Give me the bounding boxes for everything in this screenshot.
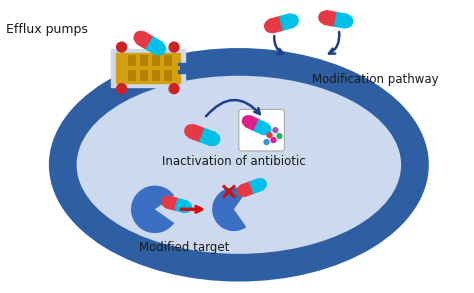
Text: Inactivation of antibiotic: Inactivation of antibiotic (162, 155, 306, 168)
Polygon shape (335, 13, 348, 28)
Circle shape (169, 42, 179, 52)
Ellipse shape (134, 31, 147, 45)
Bar (111, 49, 185, 87)
Wedge shape (212, 188, 246, 231)
Text: Modified target: Modified target (139, 241, 229, 254)
Ellipse shape (242, 115, 254, 127)
Circle shape (271, 138, 276, 142)
Polygon shape (324, 11, 337, 26)
Bar (116, 53, 180, 83)
Bar (178, 63, 218, 73)
Bar (164, 55, 172, 81)
Polygon shape (254, 120, 268, 135)
Ellipse shape (318, 11, 332, 24)
Polygon shape (146, 37, 163, 54)
Ellipse shape (339, 14, 354, 28)
Ellipse shape (255, 178, 267, 190)
Ellipse shape (49, 48, 429, 282)
Polygon shape (200, 129, 216, 146)
Polygon shape (240, 182, 254, 197)
Circle shape (277, 134, 282, 139)
Wedge shape (131, 185, 174, 233)
Ellipse shape (152, 42, 166, 55)
Polygon shape (250, 179, 263, 193)
Ellipse shape (77, 76, 401, 254)
Text: Efflux pumps: Efflux pumps (6, 23, 88, 36)
Polygon shape (280, 14, 294, 30)
Bar (116, 66, 180, 70)
Ellipse shape (161, 196, 173, 208)
FancyBboxPatch shape (239, 109, 284, 151)
Bar (128, 55, 136, 81)
Polygon shape (165, 196, 178, 210)
Circle shape (264, 139, 269, 144)
Ellipse shape (237, 185, 248, 197)
Circle shape (117, 84, 127, 93)
Polygon shape (137, 32, 153, 49)
Polygon shape (269, 17, 283, 33)
Polygon shape (245, 116, 259, 131)
Ellipse shape (207, 132, 220, 146)
Circle shape (117, 42, 127, 52)
Ellipse shape (260, 123, 272, 135)
Polygon shape (189, 125, 205, 142)
Bar (152, 55, 160, 81)
Circle shape (267, 133, 272, 138)
Ellipse shape (285, 13, 299, 28)
Ellipse shape (184, 124, 198, 138)
Circle shape (273, 128, 278, 133)
Ellipse shape (264, 19, 278, 33)
Text: Modification pathway: Modification pathway (312, 73, 439, 86)
Ellipse shape (180, 201, 192, 213)
Polygon shape (175, 199, 188, 213)
Bar (140, 55, 148, 81)
Circle shape (169, 84, 179, 93)
